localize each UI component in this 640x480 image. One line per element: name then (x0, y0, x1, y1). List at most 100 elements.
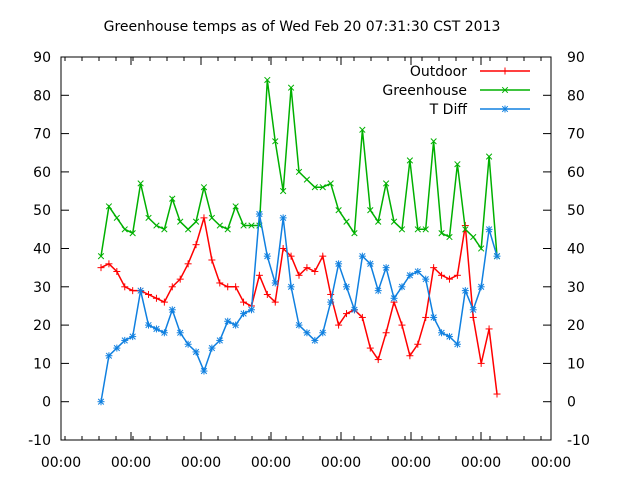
greenhouse-point (351, 230, 358, 237)
t-diff-point-d2 (129, 333, 136, 340)
t-diff-point (319, 329, 327, 337)
t-diff-point (390, 294, 398, 302)
t-diff-point-d2 (351, 306, 358, 313)
t-diff-point-d2 (398, 283, 406, 290)
greenhouse-point (287, 84, 295, 91)
greenhouse-point (398, 226, 406, 233)
t-diff-point (485, 225, 493, 233)
t-diff-point-d2 (177, 329, 184, 336)
y-tick-label-left: 80 (33, 88, 51, 104)
t-diff-point-d2 (240, 310, 247, 317)
greenhouse-point-d2 (422, 226, 429, 233)
t-diff-point-d2 (478, 283, 485, 290)
t-diff-point-d2 (454, 341, 461, 348)
greenhouse-point (414, 226, 421, 233)
t-diff-point (97, 398, 105, 406)
t-diff-point (255, 210, 263, 218)
outdoor-point (319, 252, 327, 260)
greenhouse-point (137, 180, 144, 187)
outdoor-point (295, 271, 303, 279)
greenhouse-point-d2 (485, 153, 493, 160)
greenhouse-point-d2 (311, 184, 318, 191)
outdoor-point (477, 359, 485, 367)
greenhouse-point-d2 (454, 161, 461, 168)
plot-frame (60, 56, 552, 441)
y-tick-label-right: 30 (567, 280, 585, 296)
t-diff-point (406, 271, 414, 279)
outdoor-point (97, 264, 105, 272)
t-diff-point-d2 (335, 260, 342, 267)
greenhouse-point (145, 214, 152, 222)
outdoor-point (438, 271, 446, 279)
outdoor-point (287, 252, 295, 260)
greenhouse-point-d2 (248, 222, 255, 229)
outdoor-point (382, 329, 390, 337)
greenhouse-point-d2 (295, 168, 303, 176)
t-diff-point (137, 287, 145, 295)
series-t-diff (97, 210, 501, 406)
greenhouse-point (97, 253, 105, 260)
greenhouse-point (248, 222, 255, 229)
t-diff-point (208, 344, 216, 352)
outdoor-point (224, 283, 232, 291)
greenhouse-point (232, 203, 239, 210)
greenhouse-point (177, 218, 184, 225)
greenhouse-point (303, 176, 311, 183)
greenhouse-point (184, 226, 192, 233)
t-diff-point (232, 321, 240, 329)
outdoor-point (105, 260, 113, 268)
greenhouse-point (485, 153, 493, 160)
y-tick-label-right: 80 (567, 88, 585, 104)
greenhouse-point (375, 218, 382, 225)
greenhouse-point-d2 (446, 233, 453, 241)
t-diff-point-d2 (462, 287, 469, 294)
legend: Outdoor Greenhouse T Diff (382, 64, 530, 118)
y-tick-label-left: 40 (33, 242, 51, 258)
greenhouse-point-d2 (287, 84, 295, 91)
t-diff-point (129, 333, 137, 341)
t-diff-point (469, 306, 477, 314)
greenhouse-point-d2 (113, 214, 120, 222)
t-diff-point-d2 (161, 329, 168, 336)
x-tick-label: 00:00 (391, 455, 431, 471)
outdoor-point (168, 283, 176, 291)
t-diff-point-d2 (493, 253, 501, 260)
t-diff-line (100, 213, 498, 402)
t-diff-point-d2 (438, 329, 445, 336)
outdoor-point (240, 298, 248, 306)
greenhouse-point (200, 184, 208, 191)
t-diff-point-d2 (137, 287, 144, 294)
outdoor-point (422, 313, 430, 321)
t-diff-point (477, 283, 485, 291)
greenhouse-point-d2 (406, 157, 414, 164)
t-diff-point-d2 (319, 329, 326, 336)
y-tick-label-right: 60 (567, 165, 585, 181)
greenhouse-point (470, 233, 477, 241)
greenhouse-point-d2 (232, 203, 239, 210)
greenhouse-point-d2 (137, 180, 144, 187)
y-tick-label-left: 10 (33, 356, 51, 372)
t-diff-point-d2 (280, 214, 287, 222)
t-diff-point-d2 (216, 337, 223, 344)
outdoor-point (255, 271, 263, 279)
outdoor-point (152, 294, 160, 302)
t-diff-point-d2 (97, 398, 105, 405)
legend-marker-t-diff-d2 (501, 105, 509, 113)
x-tick-label: 00:00 (321, 455, 361, 471)
t-diff-point (303, 329, 311, 337)
y-tick-label-right: -10 (567, 433, 590, 449)
outdoor-point (414, 340, 422, 348)
t-diff-point (358, 252, 366, 260)
t-diff-point (152, 325, 160, 333)
outdoor-point (453, 271, 461, 279)
outdoor-point (445, 275, 453, 283)
greenhouse-point-d2 (145, 214, 152, 222)
t-diff-point-d2 (287, 283, 295, 290)
greenhouse-point-d2 (216, 222, 223, 229)
outdoor-point (374, 356, 382, 364)
greenhouse-point-d2 (375, 218, 382, 225)
chart-title: Greenhouse temps as of Wed Feb 20 07:31:… (104, 19, 501, 35)
t-diff-point-d2 (121, 337, 128, 344)
outdoor-point (113, 267, 121, 275)
greenhouse-point-d2 (184, 226, 192, 233)
